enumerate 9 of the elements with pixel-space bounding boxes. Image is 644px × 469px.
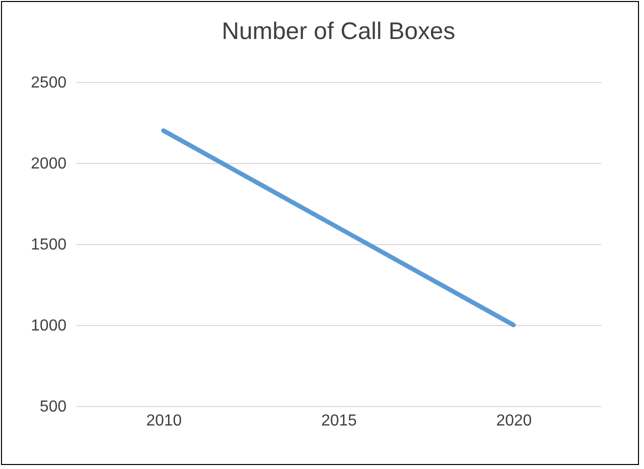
y-tick-label: 500: [40, 398, 67, 416]
y-tick-label: 1000: [30, 318, 67, 334]
y-tick-label: 2500: [30, 74, 67, 92]
chart-title: Number of Call Boxes: [222, 18, 456, 45]
y-tick-label: 2000: [30, 156, 67, 172]
x-tick-label: 2010: [146, 412, 182, 430]
x-tick-label: 2020: [496, 412, 532, 430]
x-tick-label: 2015: [321, 412, 357, 430]
y-tick-label: 1500: [30, 236, 67, 254]
